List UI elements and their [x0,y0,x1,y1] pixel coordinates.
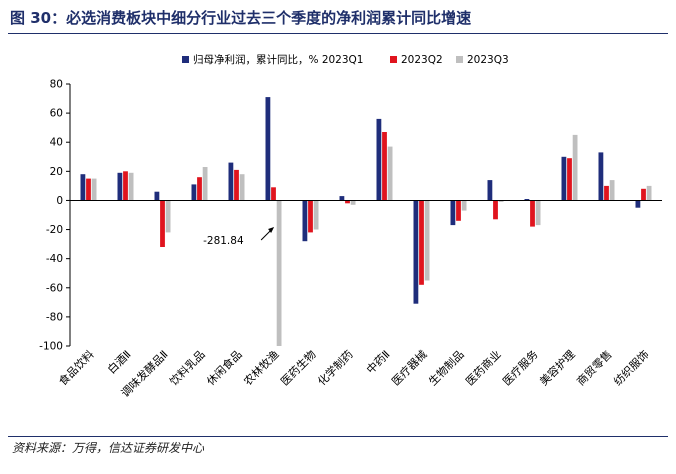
bar-3-调味发酵品Ⅱ [165,200,171,233]
y-tick-label: -20 [46,224,63,236]
legend: 归母净利润，累计同比，% 2023Q1 2023Q2 2023Q3 [182,53,509,66]
x-category-label: 生物制品 [426,347,467,388]
bar-3-农林牧渔 [276,200,282,346]
bar-2-美容护理 [567,158,572,201]
y-tick-label: 80 [50,79,63,91]
x-category-label: 中药Ⅱ [364,348,393,377]
bar-2-白酒Ⅱ [123,171,128,201]
bar-1-饮料乳品 [191,184,197,201]
x-category-label: 白酒Ⅱ [104,347,133,376]
y-tick-label: -40 [46,253,63,265]
chart-title: 图 30：必选消费板块中细分行业过去三个季度的净利润累计同比增速 [10,9,472,27]
source-rule [8,436,668,437]
bar-2-饮料乳品 [197,177,202,201]
bar-1-中药Ⅱ [376,118,382,201]
x-category-label: 医药商业 [463,347,504,388]
bar-1-商贸零售 [598,152,604,201]
y-tick-label: -100 [39,341,63,353]
bar-2-医疗服务 [530,200,535,227]
y-tick-label: 20 [50,166,63,178]
annotation-group: -281.84 [203,227,275,247]
bar-3-休闲食品 [239,174,245,201]
bar-3-生物制品 [461,200,467,211]
bar-1-医药商业 [487,180,493,201]
x-category-label: 农林牧渔 [241,347,282,388]
bar-2-农林牧渔 [271,187,276,201]
x-category-label: 食品饮料 [56,347,97,388]
bar-2-医药商业 [493,200,498,220]
bar-1-食品饮料 [80,174,86,201]
bar-3-食品饮料 [91,178,97,201]
y-tick-label: -80 [46,311,63,323]
x-category-label: 休闲食品 [204,347,245,388]
title-rule [8,33,668,34]
bar-3-中药Ⅱ [387,146,393,201]
legend-swatch-3 [456,56,463,63]
bar-2-食品饮料 [86,178,91,201]
bar-2-休闲食品 [234,169,239,201]
bar-3-医药商业 [498,200,504,202]
bar-1-生物制品 [450,200,456,226]
bar-1-休闲食品 [228,162,234,201]
bars-group [80,97,652,346]
bar-1-医疗器械 [413,200,419,304]
x-category-label: 医药生物 [278,347,319,388]
y-tick-label: 60 [50,108,63,120]
y-tick-label: -60 [46,282,63,294]
x-category-label: 医疗服务 [500,347,541,388]
bar-1-调味发酵品Ⅱ [154,191,160,201]
bar-2-生物制品 [456,200,461,221]
bar-2-调味发酵品Ⅱ [160,200,165,247]
bar-2-商贸零售 [604,185,609,201]
y-tick-label: 0 [56,195,63,207]
bar-3-化学制药 [350,200,356,205]
x-category-label: 美容护理 [537,347,578,388]
y-axis: 80 60 40 20 0 -20 -40 -60 -80 -100 [39,79,71,353]
bar-2-纺织服饰 [641,188,646,201]
source-note: 资料来源：万得，信达证券研发中心 [12,441,205,455]
bar-3-白酒Ⅱ [128,172,134,201]
x-category-label: 医疗器械 [389,347,430,388]
bar-1-医药生物 [302,200,308,242]
legend-label-3: 2023Q3 [467,54,509,66]
bar-2-医疗器械 [419,200,424,285]
bar-1-化学制药 [339,196,345,201]
bar-3-医疗器械 [424,200,430,281]
bar-3-饮料乳品 [202,167,208,201]
legend-label-2: 2023Q2 [401,54,443,66]
bar-3-美容护理 [572,134,578,201]
x-category-label: 化学制药 [315,347,356,388]
bar-2-化学制药 [345,200,350,204]
x-category-label: 饮料乳品 [167,347,208,388]
bar-1-美容护理 [561,156,567,201]
legend-swatch-2 [390,56,397,63]
annotation-label: -281.84 [203,235,244,247]
x-category-label: 纺织服饰 [611,347,652,388]
bar-2-医药生物 [308,200,313,233]
bar-3-医药生物 [313,200,319,230]
bar-1-医疗服务 [524,199,530,201]
bar-3-商贸零售 [609,180,615,201]
legend-swatch-1 [182,56,189,63]
x-category-label: 商贸零售 [574,347,615,388]
bar-1-纺织服饰 [635,200,641,208]
bar-1-白酒Ⅱ [117,172,123,201]
y-tick-label: 40 [50,137,63,149]
bar-3-纺织服饰 [646,185,652,201]
annotation-arrow-head [268,227,275,233]
bar-2-中药Ⅱ [382,132,387,201]
bar-3-医疗服务 [535,200,541,226]
bar-1-农林牧渔 [265,97,271,201]
legend-label-1: 归母净利润，累计同比，% 2023Q1 [193,53,363,66]
